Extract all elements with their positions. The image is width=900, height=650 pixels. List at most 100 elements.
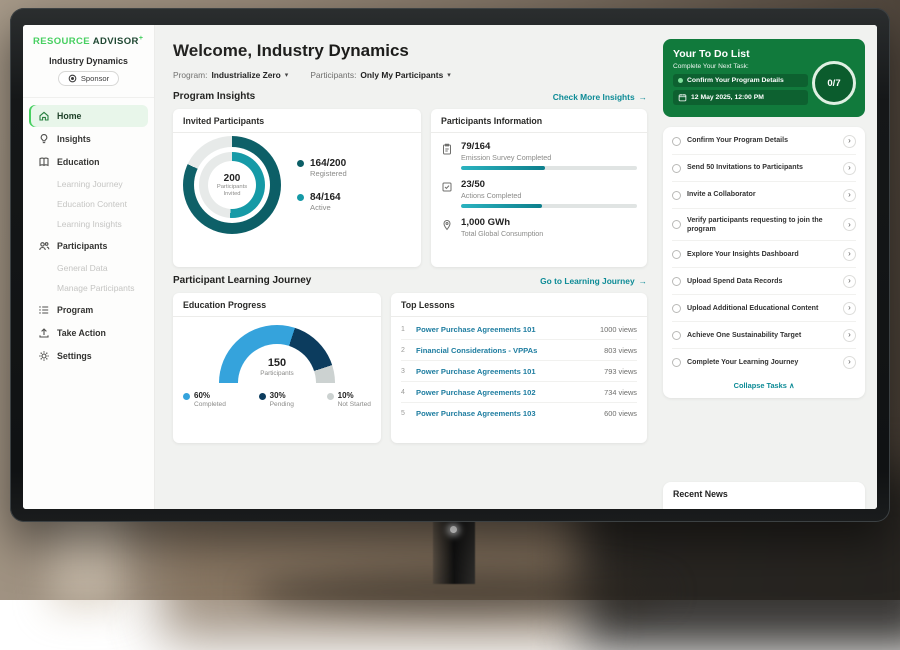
lesson-link[interactable]: Financial Considerations - VPPAs: [416, 346, 597, 355]
location-pin-icon: [441, 218, 453, 230]
sponsor-icon: [68, 74, 77, 83]
collapse-tasks-button[interactable]: Collapse Tasks ∧: [672, 375, 856, 397]
task-row[interactable]: Invite a Collaborator ›: [672, 182, 856, 209]
lesson-link[interactable]: Power Purchase Agreements 101: [416, 367, 597, 376]
task-row[interactable]: Complete Your Learning Journey ›: [672, 349, 856, 375]
task-row[interactable]: Confirm Your Program Details ›: [672, 128, 856, 155]
chevron-right-icon[interactable]: ›: [843, 248, 856, 261]
lesson-row: 4 Power Purchase Agreements 102 734 view…: [401, 382, 637, 403]
program-select[interactable]: Program: Industrialize Zero ▾: [173, 70, 288, 80]
recent-news-title: Recent News: [673, 489, 728, 499]
sidebar-item-education-content[interactable]: Education Content: [29, 194, 148, 214]
sidebar-item-label: Learning Journey: [57, 179, 123, 189]
main-content: Welcome, Industry Dynamics Program: Indu…: [155, 25, 659, 509]
task-checkbox[interactable]: [672, 331, 681, 340]
background-scene: RESOURCE ADVISOR+ Industry Dynamics Spon…: [0, 0, 900, 600]
task-checkbox[interactable]: [672, 250, 681, 259]
sidebar-item-label: Learning Insights: [57, 219, 122, 229]
sponsor-badge-label: Sponsor: [81, 74, 109, 83]
chevron-right-icon[interactable]: ›: [843, 189, 856, 202]
program-insights-header: Program Insights Check More Insights →: [173, 91, 647, 102]
task-checkbox[interactable]: [672, 164, 681, 173]
sidebar-item-education[interactable]: Education: [29, 151, 148, 173]
people-icon: [38, 240, 50, 252]
task-checkbox[interactable]: [672, 277, 681, 286]
sidebar-item-label: Manage Participants: [57, 283, 135, 293]
org-section: Industry Dynamics Sponsor: [23, 54, 154, 98]
chevron-right-icon[interactable]: ›: [843, 329, 856, 342]
go-to-learning-journey-link[interactable]: Go to Learning Journey →: [540, 276, 647, 286]
top-lessons-list: 1 Power Purchase Agreements 101 1000 vie…: [391, 317, 647, 425]
legend-item-not-started: 10% Not Started: [327, 391, 371, 408]
sponsor-badge[interactable]: Sponsor: [58, 71, 119, 86]
lesson-link[interactable]: Power Purchase Agreements 103: [416, 409, 597, 418]
chevron-right-icon[interactable]: ›: [843, 302, 856, 315]
card-title: Education Progress: [173, 293, 381, 317]
org-name: Industry Dynamics: [29, 56, 148, 66]
section-title: Program Insights: [173, 91, 255, 102]
sidebar-item-insights[interactable]: Insights: [29, 128, 148, 150]
gauge-legend: 60% Completed 30% Pending: [173, 385, 381, 408]
sidebar-item-label: Insights: [57, 134, 91, 144]
task-row[interactable]: Send 50 Invitations to Participants ›: [672, 155, 856, 182]
participants-select[interactable]: Participants: Only My Participants ▾: [310, 70, 450, 80]
sidebar-item-label: Education: [57, 157, 100, 167]
task-row[interactable]: Achieve One Sustainability Target ›: [672, 322, 856, 349]
check-more-insights-link[interactable]: Check More Insights →: [553, 92, 647, 102]
clipboard-icon: [441, 142, 453, 154]
task-checkbox[interactable]: [672, 137, 681, 146]
legend-dot: [297, 194, 304, 201]
sidebar-item-program[interactable]: Program: [29, 299, 148, 321]
legend-dot: [259, 393, 266, 400]
todo-progress-ring: 0/7: [812, 61, 856, 105]
learning-cards-row: Education Progress 150 Participants: [173, 293, 647, 443]
lesson-link[interactable]: Power Purchase Agreements 101: [416, 325, 593, 334]
task-checkbox[interactable]: [672, 191, 681, 200]
legend-item-registered: 164/200 Registered: [297, 158, 347, 178]
card-title: Invited Participants: [173, 109, 421, 133]
lightbulb-icon: [38, 133, 50, 145]
chevron-right-icon[interactable]: ›: [843, 135, 856, 148]
sidebar-item-home[interactable]: Home: [29, 105, 148, 127]
sidebar-item-settings[interactable]: Settings: [29, 345, 148, 367]
recent-news-card[interactable]: Recent News: [663, 482, 865, 509]
donut-legend: 164/200 Registered 84/164 Active: [297, 158, 347, 212]
card-title: Participants Information: [431, 109, 647, 133]
filters-row: Program: Industrialize Zero ▾ Participan…: [173, 70, 647, 80]
task-row[interactable]: Verify participants requesting to join t…: [672, 209, 856, 241]
sidebar-item-manage-participants[interactable]: Manage Participants: [29, 278, 148, 298]
sidebar-item-learning-insights[interactable]: Learning Insights: [29, 214, 148, 234]
home-icon: [38, 110, 50, 122]
todo-task-list: Confirm Your Program Details › Send 50 I…: [663, 127, 865, 398]
due-date-chip: 12 May 2025, 12:00 PM: [673, 90, 808, 105]
task-checkbox[interactable]: [672, 220, 681, 229]
chevron-right-icon[interactable]: ›: [843, 356, 856, 369]
sidebar-item-take-action[interactable]: Take Action: [29, 322, 148, 344]
next-task-chip[interactable]: Confirm Your Program Details: [673, 74, 808, 87]
task-row[interactable]: Upload Spend Data Records ›: [672, 268, 856, 295]
task-dot-icon: [678, 78, 683, 83]
education-progress-card: Education Progress 150 Participants: [173, 293, 381, 443]
actions-progressbar: [461, 204, 637, 208]
task-row[interactable]: Upload Additional Educational Content ›: [672, 295, 856, 322]
legend-item-completed: 60% Completed: [183, 391, 226, 408]
task-row[interactable]: Explore Your Insights Dashboard ›: [672, 241, 856, 268]
sidebar-item-label: Settings: [57, 351, 92, 361]
lesson-row: 1 Power Purchase Agreements 101 1000 vie…: [401, 319, 637, 340]
invited-donut-area: 200 Participants Invited: [173, 133, 421, 242]
chevron-right-icon[interactable]: ›: [843, 218, 856, 231]
sidebar-nav: Home Insights Education Learning Journey: [23, 98, 154, 368]
program-label: Program:: [173, 70, 207, 80]
section-title: Participant Learning Journey: [173, 275, 311, 286]
sidebar-item-participants[interactable]: Participants: [29, 235, 148, 257]
sidebar-item-general-data[interactable]: General Data: [29, 258, 148, 278]
chevron-right-icon[interactable]: ›: [843, 162, 856, 175]
chevron-right-icon[interactable]: ›: [843, 275, 856, 288]
actions-completed-stat: 23/50 Actions Completed: [441, 179, 637, 208]
task-checkbox[interactable]: [672, 304, 681, 313]
learning-journey-header: Participant Learning Journey Go to Learn…: [173, 275, 647, 286]
task-checkbox[interactable]: [672, 358, 681, 367]
sidebar-item-learning-journey[interactable]: Learning Journey: [29, 174, 148, 194]
lesson-link[interactable]: Power Purchase Agreements 102: [416, 388, 597, 397]
sidebar-item-label: Participants: [57, 241, 107, 251]
